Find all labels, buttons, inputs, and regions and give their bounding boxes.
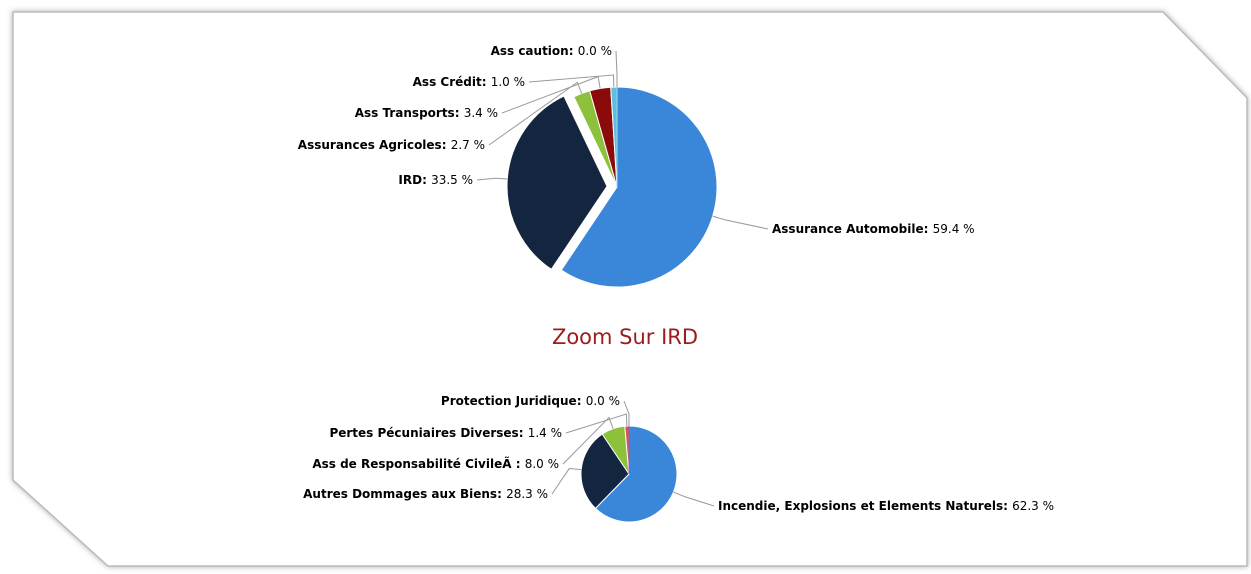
data-label: Assurance Automobile: 59.4 %	[772, 222, 975, 236]
label-name: Incendie, Explosions et Elements Naturel…	[718, 499, 1003, 513]
panel	[12, 11, 1248, 567]
label-connector	[488, 81, 583, 146]
label-value: 0.0 %	[586, 394, 620, 408]
label-separator: :	[569, 44, 578, 58]
label-name: IRD	[398, 173, 422, 187]
label-connector	[712, 215, 769, 230]
pie-slice	[560, 86, 718, 288]
label-name: Ass de Responsabilité CivileÃ	[312, 456, 515, 471]
label-value: 28.3 %	[506, 487, 548, 501]
data-label: Ass de Responsabilité CivileÃ : 8.0 %	[312, 456, 559, 471]
label-name: Autres Dommages aux Biens	[303, 487, 497, 501]
pie-slice	[580, 433, 630, 510]
label-separator: :	[422, 173, 431, 187]
label-name: Assurance Automobile	[772, 222, 924, 236]
data-label: Ass Transports: 3.4 %	[355, 106, 498, 120]
data-label: Autres Dommages aux Biens: 28.3 %	[303, 487, 548, 501]
label-name: Ass Transports	[355, 106, 455, 120]
label-value: 0.0 %	[578, 44, 612, 58]
label-separator: :	[442, 138, 451, 152]
label-name: Assurances Agricoles	[298, 138, 442, 152]
label-separator: :	[516, 457, 525, 471]
label-name: Pertes Pécuniaires Diverses	[329, 426, 518, 440]
label-name: Ass caution	[491, 44, 569, 58]
label-connector	[673, 491, 715, 507]
label-separator: :	[482, 75, 491, 89]
chart-title: Zoom Sur IRD	[552, 325, 698, 349]
label-value: 2.7 %	[451, 138, 485, 152]
data-label: Incendie, Explosions et Elements Naturel…	[718, 499, 1054, 513]
label-separator: :	[455, 106, 464, 120]
label-connector	[528, 74, 615, 88]
label-connector	[565, 413, 628, 434]
pie-slice	[594, 425, 678, 523]
data-label: Pertes Pécuniaires Diverses: 1.4 %	[329, 426, 562, 440]
label-connector	[476, 177, 508, 181]
data-label: Ass Crédit: 1.0 %	[413, 75, 525, 89]
data-label: Ass caution: 0.0 %	[491, 44, 612, 58]
label-name: Protection Juridique	[441, 394, 577, 408]
label-separator: :	[1003, 499, 1012, 513]
label-name: Ass Crédit	[413, 75, 482, 89]
label-value: 3.4 %	[464, 106, 498, 120]
data-label: Assurances Agricoles: 2.7 %	[298, 138, 485, 152]
data-label: Protection Juridique: 0.0 %	[441, 394, 620, 408]
label-connector	[551, 468, 582, 495]
label-connector	[562, 416, 614, 465]
label-value: 33.5 %	[431, 173, 473, 187]
label-value: 59.4 %	[933, 222, 975, 236]
label-value: 62.3 %	[1012, 499, 1054, 513]
label-connector	[615, 50, 618, 87]
label-separator: :	[924, 222, 933, 236]
label-value: 8.0 %	[525, 457, 559, 471]
label-connector	[623, 400, 630, 426]
label-separator: :	[519, 426, 528, 440]
label-separator: :	[497, 487, 506, 501]
label-value: 1.4 %	[528, 426, 562, 440]
data-label: IRD: 33.5 %	[398, 173, 473, 187]
label-value: 1.0 %	[491, 75, 525, 89]
label-separator: :	[577, 394, 586, 408]
